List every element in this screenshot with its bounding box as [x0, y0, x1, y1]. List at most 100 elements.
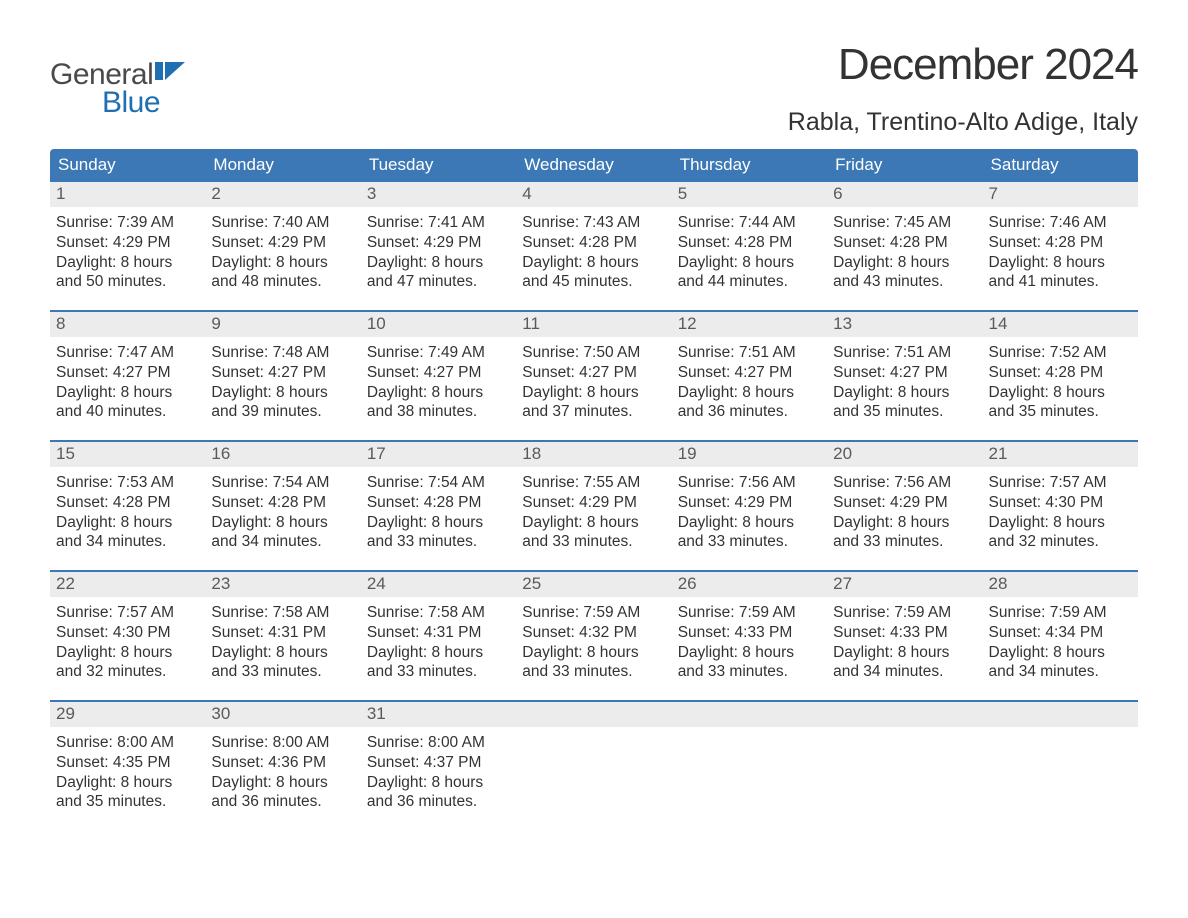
day-cell: 4Sunrise: 7:43 AMSunset: 4:28 PMDaylight… — [516, 182, 671, 310]
daylight-text-1: Daylight: 8 hours — [678, 253, 821, 273]
daylight-text-2: and 34 minutes. — [211, 532, 354, 552]
sunset-text: Sunset: 4:27 PM — [833, 363, 976, 383]
day-content: Sunrise: 7:59 AMSunset: 4:32 PMDaylight:… — [516, 597, 671, 690]
daylight-text-1: Daylight: 8 hours — [367, 643, 510, 663]
sunrise-text: Sunrise: 7:51 AM — [678, 343, 821, 363]
daylight-text-1: Daylight: 8 hours — [56, 513, 199, 533]
sunset-text: Sunset: 4:33 PM — [678, 623, 821, 643]
day-number: 6 — [827, 182, 982, 207]
day-cell: 1Sunrise: 7:39 AMSunset: 4:29 PMDaylight… — [50, 182, 205, 310]
day-number — [672, 702, 827, 727]
sunset-text: Sunset: 4:37 PM — [367, 753, 510, 773]
sunset-text: Sunset: 4:32 PM — [522, 623, 665, 643]
daylight-text-2: and 33 minutes. — [522, 532, 665, 552]
sunset-text: Sunset: 4:30 PM — [989, 493, 1132, 513]
week-row: 15Sunrise: 7:53 AMSunset: 4:28 PMDayligh… — [50, 440, 1138, 570]
day-cell: 27Sunrise: 7:59 AMSunset: 4:33 PMDayligh… — [827, 572, 982, 700]
sunset-text: Sunset: 4:29 PM — [833, 493, 976, 513]
sunset-text: Sunset: 4:27 PM — [56, 363, 199, 383]
week-row: 22Sunrise: 7:57 AMSunset: 4:30 PMDayligh… — [50, 570, 1138, 700]
sunset-text: Sunset: 4:27 PM — [522, 363, 665, 383]
day-content: Sunrise: 7:57 AMSunset: 4:30 PMDaylight:… — [983, 467, 1138, 560]
weekday-header: Wednesday — [516, 149, 671, 182]
weekday-header-row: Sunday Monday Tuesday Wednesday Thursday… — [50, 149, 1138, 182]
sunrise-text: Sunrise: 7:52 AM — [989, 343, 1132, 363]
day-content: Sunrise: 7:49 AMSunset: 4:27 PMDaylight:… — [361, 337, 516, 430]
day-cell — [983, 702, 1138, 830]
sunrise-text: Sunrise: 7:59 AM — [989, 603, 1132, 623]
daylight-text-2: and 35 minutes. — [989, 402, 1132, 422]
sunrise-text: Sunrise: 7:57 AM — [989, 473, 1132, 493]
daylight-text-1: Daylight: 8 hours — [678, 643, 821, 663]
day-cell: 9Sunrise: 7:48 AMSunset: 4:27 PMDaylight… — [205, 312, 360, 440]
sunset-text: Sunset: 4:29 PM — [367, 233, 510, 253]
weekday-header: Sunday — [50, 149, 205, 182]
day-number: 23 — [205, 572, 360, 597]
sunset-text: Sunset: 4:29 PM — [678, 493, 821, 513]
daylight-text-1: Daylight: 8 hours — [833, 383, 976, 403]
weekday-header: Friday — [827, 149, 982, 182]
sunrise-text: Sunrise: 7:46 AM — [989, 213, 1132, 233]
daylight-text-1: Daylight: 8 hours — [678, 383, 821, 403]
day-number: 29 — [50, 702, 205, 727]
day-cell: 24Sunrise: 7:58 AMSunset: 4:31 PMDayligh… — [361, 572, 516, 700]
weeks-container: 1Sunrise: 7:39 AMSunset: 4:29 PMDaylight… — [50, 182, 1138, 830]
daylight-text-1: Daylight: 8 hours — [367, 773, 510, 793]
sunset-text: Sunset: 4:28 PM — [367, 493, 510, 513]
day-number: 27 — [827, 572, 982, 597]
day-number: 28 — [983, 572, 1138, 597]
day-cell: 10Sunrise: 7:49 AMSunset: 4:27 PMDayligh… — [361, 312, 516, 440]
sunrise-text: Sunrise: 7:59 AM — [833, 603, 976, 623]
sunset-text: Sunset: 4:30 PM — [56, 623, 199, 643]
day-number: 25 — [516, 572, 671, 597]
day-number: 5 — [672, 182, 827, 207]
day-cell: 13Sunrise: 7:51 AMSunset: 4:27 PMDayligh… — [827, 312, 982, 440]
day-number: 30 — [205, 702, 360, 727]
location-subtitle: Rabla, Trentino-Alto Adige, Italy — [788, 108, 1138, 137]
daylight-text-2: and 43 minutes. — [833, 272, 976, 292]
day-cell — [516, 702, 671, 830]
day-number: 31 — [361, 702, 516, 727]
day-cell — [827, 702, 982, 830]
day-cell: 31Sunrise: 8:00 AMSunset: 4:37 PMDayligh… — [361, 702, 516, 830]
day-cell: 14Sunrise: 7:52 AMSunset: 4:28 PMDayligh… — [983, 312, 1138, 440]
sunrise-text: Sunrise: 7:40 AM — [211, 213, 354, 233]
weekday-header: Tuesday — [361, 149, 516, 182]
day-cell: 21Sunrise: 7:57 AMSunset: 4:30 PMDayligh… — [983, 442, 1138, 570]
day-content: Sunrise: 8:00 AMSunset: 4:35 PMDaylight:… — [50, 727, 205, 820]
daylight-text-2: and 48 minutes. — [211, 272, 354, 292]
day-cell: 7Sunrise: 7:46 AMSunset: 4:28 PMDaylight… — [983, 182, 1138, 310]
daylight-text-1: Daylight: 8 hours — [56, 383, 199, 403]
day-content: Sunrise: 8:00 AMSunset: 4:36 PMDaylight:… — [205, 727, 360, 820]
sunrise-text: Sunrise: 7:59 AM — [678, 603, 821, 623]
daylight-text-2: and 50 minutes. — [56, 272, 199, 292]
sunrise-text: Sunrise: 7:58 AM — [367, 603, 510, 623]
daylight-text-1: Daylight: 8 hours — [56, 253, 199, 273]
daylight-text-2: and 44 minutes. — [678, 272, 821, 292]
day-content: Sunrise: 7:47 AMSunset: 4:27 PMDaylight:… — [50, 337, 205, 430]
day-cell: 18Sunrise: 7:55 AMSunset: 4:29 PMDayligh… — [516, 442, 671, 570]
daylight-text-1: Daylight: 8 hours — [56, 773, 199, 793]
day-content: Sunrise: 7:39 AMSunset: 4:29 PMDaylight:… — [50, 207, 205, 300]
day-content: Sunrise: 7:43 AMSunset: 4:28 PMDaylight:… — [516, 207, 671, 300]
day-number: 1 — [50, 182, 205, 207]
daylight-text-2: and 32 minutes. — [989, 532, 1132, 552]
day-number: 21 — [983, 442, 1138, 467]
sunrise-text: Sunrise: 7:59 AM — [522, 603, 665, 623]
sunrise-text: Sunrise: 7:41 AM — [367, 213, 510, 233]
daylight-text-2: and 34 minutes. — [833, 662, 976, 682]
sunrise-text: Sunrise: 8:00 AM — [56, 733, 199, 753]
daylight-text-2: and 39 minutes. — [211, 402, 354, 422]
day-number: 9 — [205, 312, 360, 337]
day-cell: 19Sunrise: 7:56 AMSunset: 4:29 PMDayligh… — [672, 442, 827, 570]
day-content: Sunrise: 7:51 AMSunset: 4:27 PMDaylight:… — [672, 337, 827, 430]
day-content: Sunrise: 7:59 AMSunset: 4:34 PMDaylight:… — [983, 597, 1138, 690]
daylight-text-1: Daylight: 8 hours — [989, 513, 1132, 533]
weekday-header: Thursday — [672, 149, 827, 182]
sunset-text: Sunset: 4:29 PM — [211, 233, 354, 253]
day-content: Sunrise: 7:58 AMSunset: 4:31 PMDaylight:… — [205, 597, 360, 690]
day-content: Sunrise: 7:45 AMSunset: 4:28 PMDaylight:… — [827, 207, 982, 300]
flag-icon — [155, 62, 185, 89]
daylight-text-2: and 33 minutes. — [522, 662, 665, 682]
sunset-text: Sunset: 4:28 PM — [833, 233, 976, 253]
